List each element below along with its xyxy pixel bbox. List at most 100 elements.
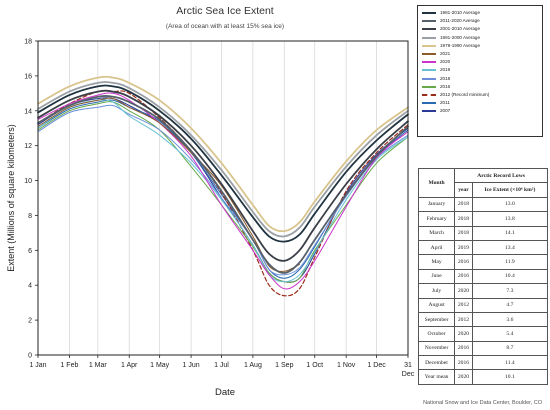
legend-item: 2020 bbox=[422, 58, 538, 66]
legend-swatch bbox=[422, 61, 436, 64]
table-row: November 2016 8.7 bbox=[417, 340, 549, 357]
table-row: June 2016 10.4 bbox=[417, 268, 549, 285]
x-tick-label: 1 Dec bbox=[367, 362, 386, 369]
y-tick-label: 16 bbox=[24, 73, 32, 80]
table-cell-extent: 13.8 bbox=[471, 211, 549, 227]
legend-swatch bbox=[422, 44, 436, 47]
table-cell-year: 2012 bbox=[454, 311, 473, 328]
table-row: January 2018 13.0 bbox=[417, 196, 549, 213]
chart-title: Arctic Sea Ice Extent bbox=[176, 5, 274, 17]
table-header-month: Month bbox=[417, 168, 456, 198]
table-caption: Arctic Record Lows bbox=[454, 167, 548, 184]
table-cell-extent: 10.1 bbox=[471, 369, 549, 385]
table-cell-extent: 11.4 bbox=[471, 355, 549, 371]
x-tick-label: 1 Oct bbox=[306, 362, 323, 369]
table-cell-extent: 10.4 bbox=[471, 268, 549, 285]
table-cell-year: 2020 bbox=[454, 283, 473, 299]
legend-label: 2001-2010 Average bbox=[440, 26, 481, 32]
legend-item: 1991-2000 Average bbox=[422, 34, 538, 42]
table-cell-year: 2020 bbox=[454, 326, 473, 342]
x-tick-label: 1 Nov bbox=[337, 362, 356, 369]
plot-frame bbox=[37, 40, 409, 356]
legend-item: 2012 (Record minimum) bbox=[422, 91, 538, 99]
y-tick-label: 4 bbox=[28, 283, 32, 290]
legend-item: 2021 bbox=[422, 50, 538, 58]
x-tick-label: 1 Sep bbox=[275, 362, 293, 369]
table-row: July 2020 7.3 bbox=[417, 283, 549, 299]
legend-swatch bbox=[422, 77, 436, 80]
table-cell-extent: 3.6 bbox=[471, 311, 549, 328]
table-cell-year: 2018 bbox=[454, 225, 473, 241]
x-tick-label: 1 Feb bbox=[60, 362, 78, 369]
series-line-2011 bbox=[37, 99, 409, 279]
table-row: March 2018 14.1 bbox=[417, 225, 549, 241]
chart-legend: 1981-2010 Average 2011-2020 Average 2001-2… bbox=[417, 5, 543, 137]
legend-label: 1979-1990 Average bbox=[440, 42, 481, 48]
legend-item: 2001-2010 Average bbox=[422, 25, 538, 33]
table-row: September 2012 3.6 bbox=[417, 311, 549, 328]
legend-label: 2011-2020 Average bbox=[440, 18, 480, 24]
legend-swatch bbox=[422, 20, 436, 23]
table-cell-month: February bbox=[417, 211, 456, 227]
table-body: January 2018 13.0 February 2018 13.8 March 2018… bbox=[417, 196, 549, 385]
chart-subtitle: (Area of ocean with at least 15% sea ice… bbox=[166, 23, 284, 30]
table-cell-extent: 5.4 bbox=[471, 326, 549, 342]
table-header-extent: Ice Extent (×10⁶ km²) bbox=[471, 182, 549, 198]
y-tick-label: 0 bbox=[28, 353, 32, 360]
y-tick-label: 18 bbox=[24, 39, 32, 46]
legend-swatch bbox=[422, 93, 436, 96]
table-cell-year: 2018 bbox=[454, 196, 473, 213]
table-cell-extent: 13.4 bbox=[471, 239, 549, 256]
series-line-2020 bbox=[37, 92, 409, 290]
y-tick-label: 14 bbox=[24, 108, 32, 115]
x-tick-label: 1 Jun bbox=[183, 362, 200, 369]
legend-label: 2019 bbox=[440, 67, 451, 73]
table-cell-month: June bbox=[417, 268, 456, 285]
table-cell-year: 2016 bbox=[454, 254, 473, 270]
table-row: October 2020 5.4 bbox=[417, 326, 549, 342]
legend-item: 1979-1990 Average bbox=[422, 42, 538, 50]
y-axis: 0 2 4 6 8 10 12 14 16 18 bbox=[24, 39, 38, 360]
credit-text: National Snow and Ice Data Center, Bould… bbox=[423, 400, 542, 406]
x-tick-label-month: Dec bbox=[402, 371, 415, 378]
legend-item: 2007 bbox=[422, 107, 538, 115]
series-line-2011-2020-average bbox=[37, 95, 409, 274]
table-cell-year: 2016 bbox=[454, 355, 473, 371]
table-cell-year: 2020 bbox=[454, 369, 473, 385]
x-axis-label: Date bbox=[215, 387, 235, 398]
table-cell-month: March bbox=[417, 225, 456, 241]
legend-label: 2011 bbox=[440, 100, 450, 106]
table-cell-year: 2018 bbox=[454, 211, 473, 227]
table-cell-month: April bbox=[417, 239, 456, 256]
table-row: April 2019 13.4 bbox=[417, 239, 549, 256]
table-row: December 2016 11.4 bbox=[417, 355, 549, 371]
table-cell-month: September bbox=[417, 311, 456, 328]
table-header-year: year bbox=[454, 182, 473, 198]
table-row: May 2016 11.9 bbox=[417, 254, 549, 270]
y-tick-label: 10 bbox=[24, 178, 32, 185]
y-tick-label: 8 bbox=[28, 213, 32, 220]
legend-label: 1981-2010 Average bbox=[440, 10, 481, 15]
series-line-1981-2010-average bbox=[37, 84, 409, 243]
x-axis: 1 Jan 1 Feb 1 Mar 1 Apr 1 May 1 Jun 1 Jul 1 Aug… bbox=[29, 355, 415, 378]
legend-item: 2019 bbox=[422, 66, 538, 74]
table-cell-year: 2012 bbox=[454, 297, 473, 313]
series-line-2019 bbox=[37, 99, 409, 283]
legend-label: 2007 bbox=[440, 108, 451, 114]
table-cell-month: Year mean bbox=[417, 369, 456, 385]
table-cell-extent: 7.3 bbox=[471, 283, 549, 299]
grid bbox=[69, 41, 377, 355]
legend-swatch bbox=[422, 110, 436, 113]
legend-swatch bbox=[422, 85, 436, 88]
y-tick-label: 2 bbox=[28, 318, 32, 325]
table-cell-month: July bbox=[417, 283, 456, 299]
x-tick-label: 1 May bbox=[150, 362, 170, 369]
legend-swatch bbox=[422, 36, 436, 39]
table-cell-month: January bbox=[417, 196, 456, 213]
table-cell-month: May bbox=[417, 254, 456, 270]
series-line-2018 bbox=[37, 104, 409, 276]
legend-label: 2021 bbox=[440, 50, 451, 56]
table-cell-extent: 8.7 bbox=[471, 340, 549, 357]
series-line-1979-1990-average bbox=[37, 75, 409, 233]
x-tick-label: 1 Apr bbox=[121, 362, 138, 369]
